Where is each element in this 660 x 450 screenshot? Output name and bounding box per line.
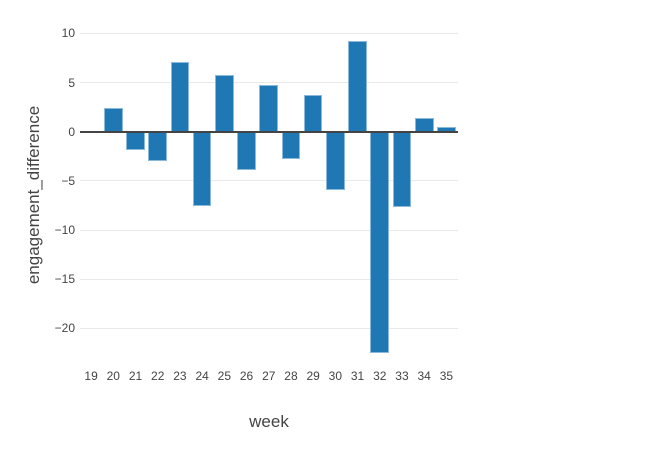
x-tick-label: 35 [439, 369, 454, 383]
gridline [80, 327, 458, 329]
bar-week-28 [281, 131, 301, 160]
x-tick-label: 20 [106, 369, 120, 383]
x-tick-label: 28 [284, 369, 298, 383]
y-tick-label: −20 [54, 321, 75, 336]
y-tick-label: 5 [68, 75, 75, 90]
gridline [80, 229, 458, 231]
bar-week-27 [259, 85, 279, 132]
bar-week-24 [192, 131, 212, 207]
zero-line [80, 130, 458, 133]
x-tick-label: 19 [84, 369, 98, 383]
bar-week-23 [170, 61, 190, 132]
gridline [80, 180, 458, 182]
x-tick-label: 22 [151, 369, 165, 383]
bar-week-33 [392, 131, 412, 208]
x-tick-label: 24 [195, 369, 209, 383]
x-tick-label: 25 [217, 369, 231, 383]
y-tick-label: −15 [54, 272, 75, 287]
x-tick-label: 32 [373, 369, 387, 383]
x-tick-label: 33 [395, 369, 409, 383]
bar-week-29 [303, 95, 323, 132]
x-axis-title: week [249, 412, 289, 431]
bar-week-21 [126, 131, 145, 151]
x-tick-label: 34 [417, 369, 431, 383]
bar-week-30 [326, 131, 345, 190]
x-tick-label: 21 [128, 369, 143, 383]
x-tick-label: 31 [350, 369, 365, 383]
bar-week-32 [370, 131, 390, 353]
y-tick-label: −5 [61, 173, 75, 188]
x-tick-label: 30 [328, 369, 343, 383]
x-tick-label: 26 [239, 369, 254, 383]
y-tick-label: −10 [54, 223, 75, 237]
gridline [80, 82, 458, 84]
bar-week-26 [237, 131, 256, 171]
bar-week-20 [103, 108, 123, 132]
gridline [80, 32, 458, 34]
y-tick-label: 0 [68, 124, 75, 139]
bar-week-31 [348, 41, 367, 132]
bar-week-34 [414, 117, 434, 132]
x-tick-label: 23 [173, 369, 187, 383]
y-tick-label: 10 [61, 26, 75, 41]
bar-week-22 [148, 131, 168, 162]
gridline [80, 278, 458, 280]
x-tick-label: 29 [306, 369, 320, 383]
x-tick-label: 27 [262, 369, 276, 383]
bar-week-25 [215, 74, 234, 132]
